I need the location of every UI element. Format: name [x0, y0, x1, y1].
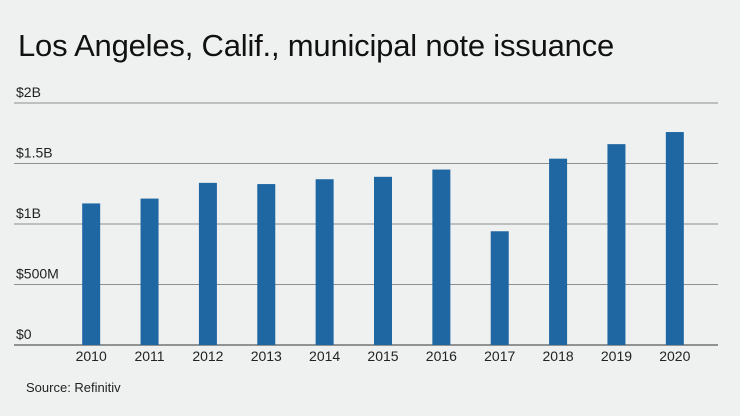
y-tick-label: $1.5B: [16, 145, 53, 161]
chart-title: Los Angeles, Calif., municipal note issu…: [18, 28, 615, 63]
x-tick-label: 2011: [134, 348, 164, 364]
gridlines: $0 $500M $1B $1.5B $2B: [14, 84, 718, 346]
bar-2018: [549, 158, 568, 345]
bar-2011: [140, 198, 159, 345]
x-tick-label: 2018: [543, 348, 574, 364]
x-tick-label: 2016: [426, 348, 457, 364]
x-axis-labels: 2010 2011 2012 2013 2014 2015 2016 2017 2018 2019…: [76, 348, 691, 364]
source-note: Source: Refinitiv: [26, 380, 121, 395]
bar-2010: [82, 203, 101, 345]
x-tick-label: 2015: [367, 348, 398, 364]
bar-2015: [374, 176, 392, 345]
x-tick-label: 2017: [484, 348, 515, 364]
bar-2019: [607, 144, 626, 345]
y-tick-label: $500M: [16, 266, 59, 282]
y-tick-label: $2B: [16, 84, 41, 100]
bar-2013: [257, 184, 276, 345]
bar-2017: [490, 231, 509, 345]
x-tick-label: 2010: [76, 348, 107, 364]
bar-2014: [315, 179, 334, 345]
x-tick-label: 2012: [192, 348, 223, 364]
bars: [82, 132, 684, 345]
x-tick-label: 2014: [309, 348, 340, 364]
bar-2020: [665, 132, 684, 345]
x-tick-label: 2020: [659, 348, 690, 364]
x-tick-label: 2019: [601, 348, 632, 364]
y-tick-label: $0: [16, 326, 32, 342]
bar-2016: [432, 169, 451, 345]
bar-2012: [198, 182, 217, 345]
x-tick-label: 2013: [251, 348, 282, 364]
y-tick-label: $1B: [16, 205, 41, 221]
